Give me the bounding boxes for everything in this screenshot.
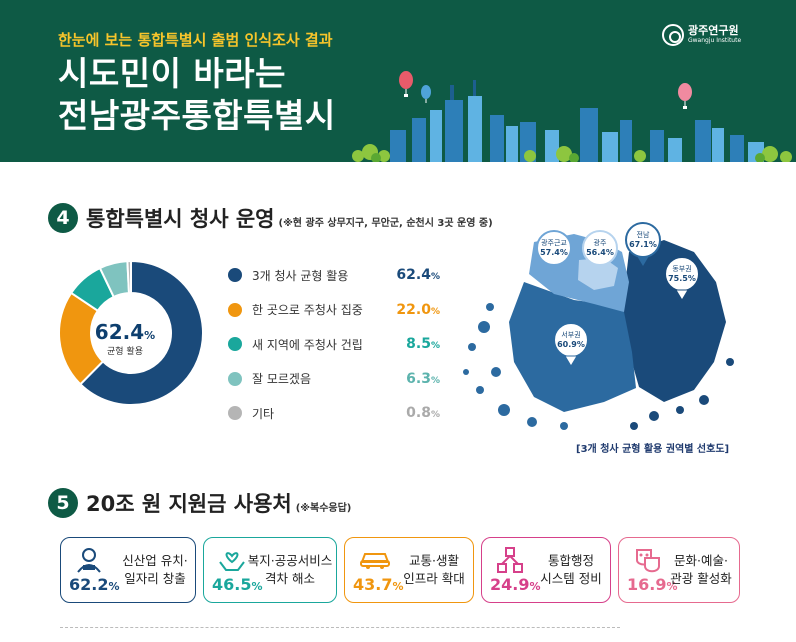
section-note: (※현 광주 상무지구, 무안군, 순천시 3곳 운영 중) (278, 217, 493, 229)
city-skyline-illustration (352, 71, 792, 162)
usage-value: 46.5% (212, 575, 263, 594)
region-map: 광주근교 57.4% 광주 56.4% 전남 67.1% 동부권 75.5% 서… (463, 222, 734, 430)
usage-card: 62.2% 신산업 유치· 일자리 창출 (60, 537, 196, 603)
legend-dot-icon (228, 337, 242, 352)
legend-value: 0.8% (406, 405, 440, 422)
map-region-gwangju (578, 258, 618, 290)
usage-label: 문화·예술· 관광 활성화 (670, 553, 732, 586)
legend-item: 3개 청사 균형 활용 62.4% (228, 258, 440, 293)
usage-label: 신산업 유치· 일자리 창출 (122, 553, 188, 586)
legend-value: 6.3% (406, 370, 440, 387)
usage-label: 복지·공공서비스 격차 해소 (247, 553, 333, 586)
map-pin-gwangju: 광주 56.4% (582, 230, 618, 274)
svg-text:75.5%: 75.5% (668, 274, 696, 283)
header-subtitle: 한눈에 보는 통합특별시 출범 인식조사 결과 (58, 31, 333, 49)
usage-card: 16.9% 문화·예술· 관광 활성화 (618, 537, 740, 603)
usage-card: 46.5% 복지·공공서비스 격차 해소 (203, 537, 337, 603)
header-banner: 한눈에 보는 통합특별시 출범 인식조사 결과 시도민이 바라는 전남광주통합특… (0, 0, 796, 162)
legend-value: 8.5% (406, 336, 440, 353)
svg-text:서부권: 서부권 (561, 330, 580, 339)
balloon-icon (421, 85, 431, 103)
donut-chart (58, 259, 204, 406)
logo-name-en: Gwangju Institute (688, 37, 742, 44)
legend-item: 새 지역에 주청사 건립 8.5% (228, 327, 440, 362)
donut-legend: 3개 청사 균형 활용 62.4% 한 곳으로 주청사 집중 22.0% 새 지… (228, 258, 440, 431)
page-title: 시도민이 바라는 전남광주통합특별시 (58, 53, 336, 137)
legend-dot-icon (228, 302, 242, 317)
map-pin-east: 동부권 75.5% (664, 256, 700, 301)
svg-text:60.9%: 60.9% (557, 340, 585, 349)
usage-label: 통합행정 시스템 정비 (540, 553, 602, 586)
legend-label: 기타 (252, 406, 275, 421)
legend-label: 3개 청사 균형 활용 (252, 268, 349, 283)
section-note: (※복수응답) (295, 502, 352, 514)
legend-dot-icon (228, 371, 242, 386)
usage-card: 24.9% 통합행정 시스템 정비 (481, 537, 611, 603)
legend-dot-icon (228, 406, 242, 421)
care-hands-icon (219, 552, 245, 571)
usage-value: 62.2% (69, 575, 120, 594)
logo-mark-icon (662, 24, 684, 46)
usage-value: 43.7% (353, 575, 404, 594)
svg-text:56.4%: 56.4% (586, 248, 614, 257)
svg-text:광주근교: 광주근교 (541, 239, 567, 247)
section-4-heading: 4 통합특별시 청사 운영 (※현 광주 상무지구, 무안군, 순천시 3곳 운… (48, 203, 493, 233)
divider (60, 627, 620, 628)
map-caption: [3개 청사 균형 활용 권역별 선호도] (576, 444, 730, 455)
section-number: 4 (48, 203, 78, 233)
svg-text:광주: 광주 (594, 239, 607, 247)
map-pin-suburb: 광주근교 57.4% (536, 230, 572, 274)
logo-name: 광주연구원 (688, 24, 739, 37)
usage-label: 교통·생활 인프라 확대 (403, 553, 465, 586)
donut-center-label: 62.4% 균형 활용 (90, 320, 160, 357)
car-icon (360, 553, 390, 569)
usage-card: 43.7% 교통·생활 인프라 확대 (344, 537, 474, 603)
donut-slice (78, 259, 204, 406)
worker-icon (77, 548, 101, 573)
balloon-icon (678, 83, 692, 109)
legend-dot-icon (228, 268, 242, 283)
section-5-heading: 5 20조 원 지원금 사용처 (※복수응답) (48, 488, 351, 518)
balloon-icon (399, 71, 413, 97)
title-line-2: 전남광주통합특별시 (58, 96, 336, 135)
legend-value: 22.0% (396, 301, 440, 318)
legend-item: 잘 모르겠음 6.3% (228, 362, 440, 397)
usage-value: 24.9% (490, 575, 541, 594)
svg-text:67.1%: 67.1% (629, 240, 657, 249)
legend-item: 한 곳으로 주청사 집중 22.0% (228, 293, 440, 328)
legend-label: 잘 모르겠음 (252, 372, 312, 387)
usage-cards: 62.2% 신산업 유치· 일자리 창출 46.5% 복지·공공서비스 격차 해소 … (60, 537, 740, 603)
section-number: 5 (48, 488, 78, 518)
legend-value: 62.4% (396, 267, 440, 284)
institute-logo: 광주연구원 Gwangju Institute (662, 24, 741, 46)
svg-text:57.4%: 57.4% (540, 248, 568, 257)
map-region-east (622, 240, 726, 402)
network-icon (497, 547, 523, 573)
section-title: 통합특별시 청사 운영 (86, 207, 275, 231)
map-pin-west: 서부권 60.9% (553, 322, 589, 367)
map-pin-jeonnam: 전남 67.1% (625, 222, 661, 266)
legend-label: 새 지역에 주청사 건립 (252, 337, 363, 352)
masks-icon (636, 549, 660, 573)
svg-text:동부권: 동부권 (672, 265, 691, 273)
donut-slice (126, 259, 132, 295)
title-line-1: 시도민이 바라는 (58, 54, 287, 93)
legend-item: 기타 0.8% (228, 396, 440, 431)
section-title: 20조 원 지원금 사용처 (86, 492, 292, 516)
svg-text:전남: 전남 (637, 230, 650, 239)
donut-center-value: 62.4% (94, 320, 156, 344)
usage-value: 16.9% (627, 575, 678, 594)
legend-label: 한 곳으로 주청사 집중 (252, 303, 363, 318)
donut-center-caption: 균형 활용 (107, 347, 143, 357)
